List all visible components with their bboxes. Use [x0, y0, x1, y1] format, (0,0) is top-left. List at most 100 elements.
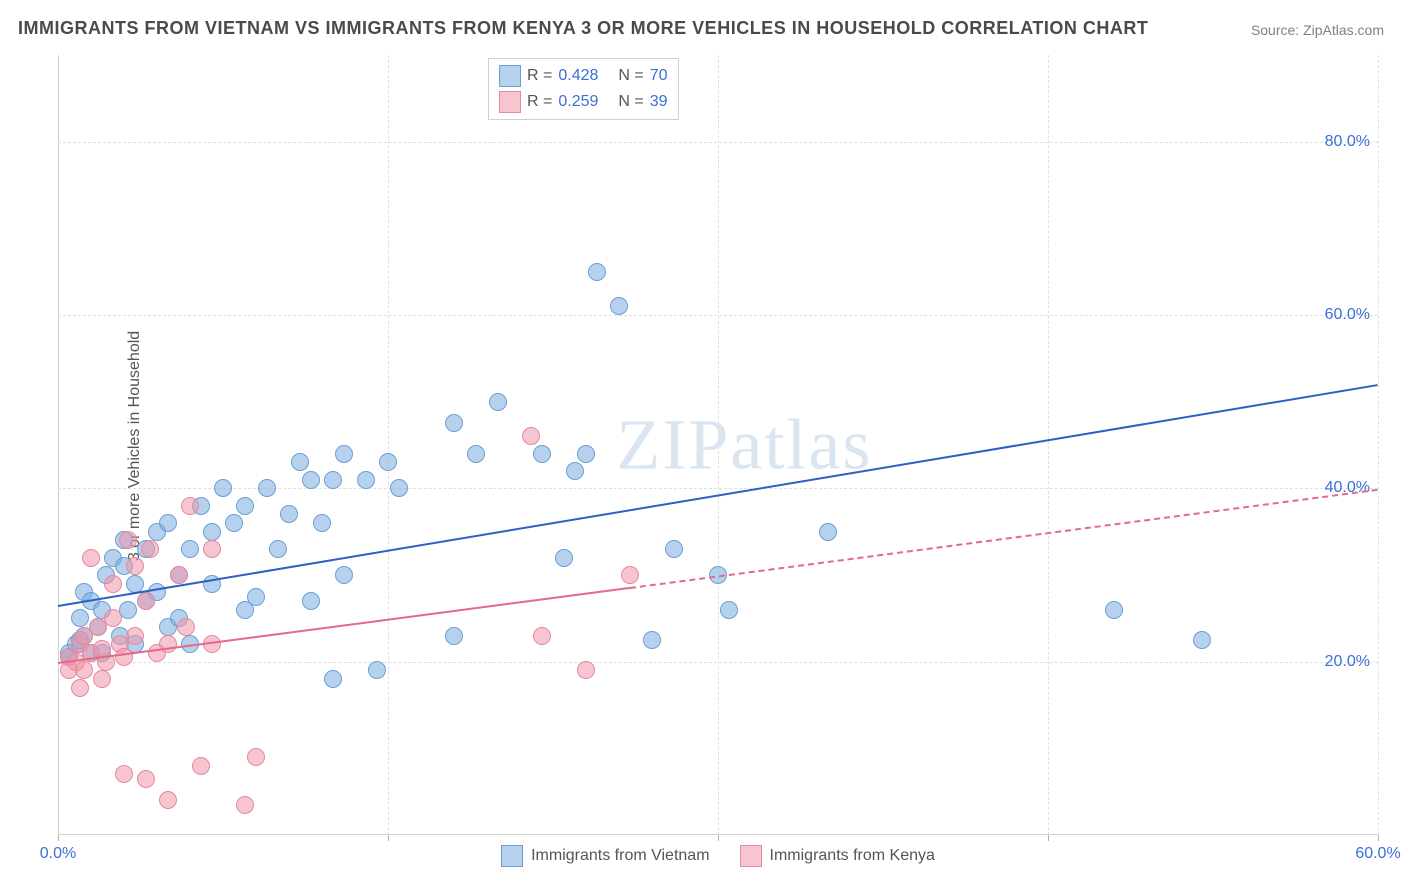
scatter-point — [93, 670, 111, 688]
plot-area: ZIPatlas R = 0.428N = 70R = 0.259N = 39 … — [58, 55, 1378, 835]
y-axis-line — [58, 55, 59, 835]
scatter-point — [141, 540, 159, 558]
y-tick-label: 80.0% — [1325, 133, 1370, 151]
scatter-point — [610, 297, 628, 315]
scatter-point — [280, 505, 298, 523]
scatter-point — [522, 427, 540, 445]
legend-swatch — [499, 65, 521, 87]
scatter-point — [192, 757, 210, 775]
correlation-legend-row: R = 0.259 N = 39 — [499, 89, 668, 115]
series-legend: Immigrants from Vietnam Immigrants from K… — [58, 845, 1378, 867]
scatter-point — [577, 661, 595, 679]
scatter-point — [577, 445, 595, 463]
scatter-point — [445, 414, 463, 432]
scatter-point — [335, 445, 353, 463]
scatter-point — [82, 549, 100, 567]
scatter-point — [170, 566, 188, 584]
x-tick-mark — [58, 835, 59, 841]
scatter-point — [258, 479, 276, 497]
scatter-point — [665, 540, 683, 558]
gridline-vertical — [388, 55, 389, 835]
scatter-point — [643, 631, 661, 649]
scatter-point — [236, 497, 254, 515]
scatter-point — [104, 575, 122, 593]
scatter-point — [324, 471, 342, 489]
r-value: 0.428 — [558, 63, 598, 89]
scatter-point — [236, 796, 254, 814]
scatter-point — [291, 453, 309, 471]
scatter-point — [335, 566, 353, 584]
legend-swatch — [740, 845, 762, 867]
scatter-point — [159, 791, 177, 809]
n-label: N = — [618, 89, 643, 115]
scatter-point — [533, 627, 551, 645]
source-attribution: Source: ZipAtlas.com — [1251, 22, 1384, 38]
x-tick-mark — [1378, 835, 1379, 841]
y-tick-label: 60.0% — [1325, 306, 1370, 324]
r-label: R = — [527, 63, 552, 89]
scatter-point — [177, 618, 195, 636]
scatter-point — [819, 523, 837, 541]
n-value: 70 — [650, 63, 668, 89]
scatter-point — [1193, 631, 1211, 649]
scatter-point — [533, 445, 551, 463]
trend-line — [630, 488, 1378, 588]
correlation-legend: R = 0.428N = 70R = 0.259 N = 39 — [488, 58, 679, 120]
scatter-point — [119, 601, 137, 619]
scatter-point — [588, 263, 606, 281]
n-value: 39 — [650, 89, 668, 115]
x-tick-mark — [1048, 835, 1049, 841]
gridline-vertical — [718, 55, 719, 835]
series-legend-item: Immigrants from Vietnam — [501, 845, 709, 867]
scatter-point — [104, 609, 122, 627]
scatter-point — [247, 748, 265, 766]
y-tick-label: 20.0% — [1325, 653, 1370, 671]
scatter-point — [1105, 601, 1123, 619]
chart-title: IMMIGRANTS FROM VIETNAM VS IMMIGRANTS FR… — [18, 18, 1148, 39]
series-legend-item: Immigrants from Kenya — [740, 845, 935, 867]
scatter-point — [203, 523, 221, 541]
scatter-point — [621, 566, 639, 584]
series-legend-label: Immigrants from Kenya — [770, 847, 935, 865]
scatter-point — [555, 549, 573, 567]
scatter-point — [368, 661, 386, 679]
scatter-point — [390, 479, 408, 497]
scatter-point — [115, 648, 133, 666]
scatter-point — [203, 540, 221, 558]
scatter-point — [313, 514, 331, 532]
legend-swatch — [501, 845, 523, 867]
scatter-point — [181, 497, 199, 515]
scatter-point — [126, 557, 144, 575]
scatter-point — [71, 609, 89, 627]
scatter-point — [119, 531, 137, 549]
gridline-vertical — [1378, 55, 1379, 835]
scatter-point — [269, 540, 287, 558]
scatter-point — [115, 765, 133, 783]
scatter-point — [720, 601, 738, 619]
scatter-point — [126, 627, 144, 645]
scatter-point — [225, 514, 243, 532]
x-tick-mark — [388, 835, 389, 841]
scatter-point — [137, 592, 155, 610]
scatter-point — [302, 471, 320, 489]
scatter-point — [324, 670, 342, 688]
correlation-legend-row: R = 0.428N = 70 — [499, 63, 668, 89]
scatter-point — [159, 635, 177, 653]
scatter-point — [214, 479, 232, 497]
r-value: 0.259 — [558, 89, 598, 115]
scatter-point — [75, 661, 93, 679]
series-legend-label: Immigrants from Vietnam — [531, 847, 709, 865]
scatter-point — [181, 540, 199, 558]
scatter-point — [467, 445, 485, 463]
scatter-point — [379, 453, 397, 471]
r-label: R = — [527, 89, 552, 115]
scatter-point — [137, 770, 155, 788]
scatter-point — [159, 514, 177, 532]
gridline-vertical — [1048, 55, 1049, 835]
scatter-point — [357, 471, 375, 489]
scatter-point — [489, 393, 507, 411]
scatter-point — [566, 462, 584, 480]
x-tick-label: 0.0% — [40, 845, 76, 863]
legend-swatch — [499, 91, 521, 113]
scatter-point — [445, 627, 463, 645]
